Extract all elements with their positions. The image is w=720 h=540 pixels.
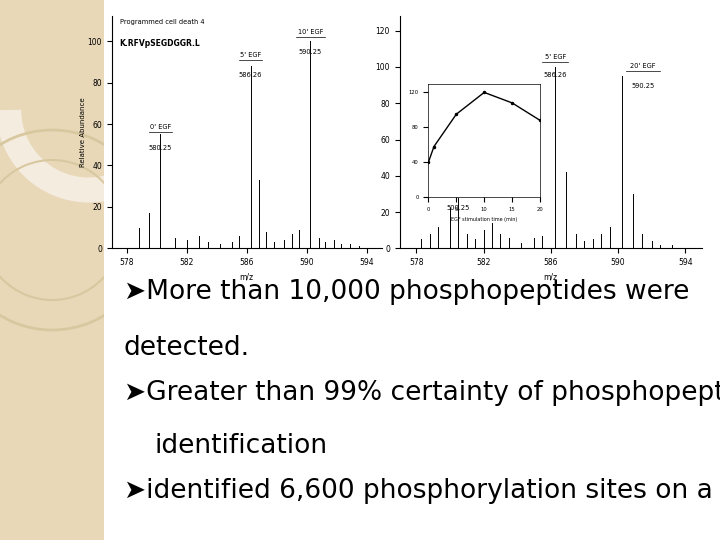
Text: 20' EGF: 20' EGF [631,63,656,69]
Text: 1' EGF: 1' EGF [448,186,469,192]
Text: 5' EGF: 5' EGF [544,54,566,60]
Text: 586.26: 586.26 [544,72,567,78]
Text: ➤identified 6,600 phosphorylation sites on a total of: ➤identified 6,600 phosphorylation sites … [124,478,720,504]
Text: 590.25: 590.25 [299,49,322,56]
Text: ➤Greater than 99% certainty of phosphopeptide: ➤Greater than 99% certainty of phosphope… [124,380,720,406]
X-axis label: m/z: m/z [544,273,558,282]
X-axis label: m/z: m/z [240,273,253,282]
Text: detected.: detected. [124,335,250,361]
Bar [104,0,720,540]
Text: Programmed cell death 4: Programmed cell death 4 [120,18,204,24]
Text: 5' EGF: 5' EGF [240,52,261,58]
Text: 590.25: 590.25 [631,83,654,89]
X-axis label: EGF stimulation time (min): EGF stimulation time (min) [451,218,518,222]
Text: 586.26: 586.26 [239,72,262,78]
Text: 10' EGF: 10' EGF [297,29,323,35]
Text: ➤More than 10,000 phosphopeptides were: ➤More than 10,000 phosphopeptides were [124,279,689,305]
Text: K.RFVpSEGDGGR.L: K.RFVpSEGDGGR.L [120,39,200,49]
Text: identification: identification [154,433,328,460]
Text: 0' EGF: 0' EGF [150,124,171,130]
Y-axis label: Relative Abundance: Relative Abundance [80,98,86,167]
Text: 500.25: 500.25 [446,205,470,211]
Bar [0,0,104,540]
Text: 580.25: 580.25 [148,145,172,151]
